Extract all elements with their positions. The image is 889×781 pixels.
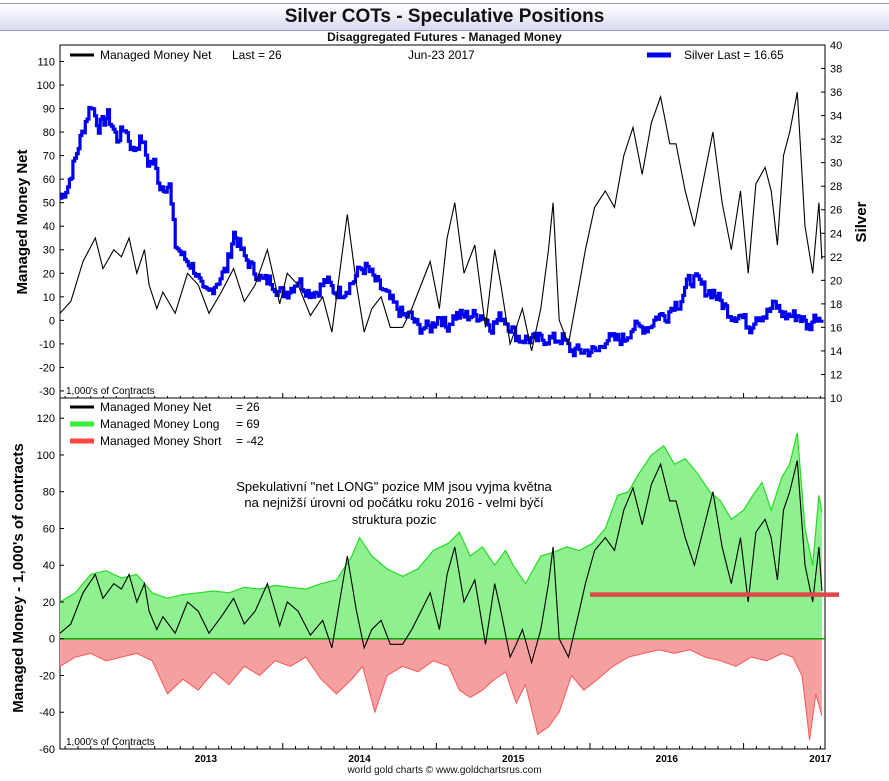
bottom-tick-label: 0: [49, 634, 55, 646]
top-left-tick-label: 0: [49, 315, 55, 327]
x-tick-label: 2014: [348, 754, 371, 765]
annotation-line-2: na nejnižší úrovni od počátku roku 2016 …: [244, 495, 544, 510]
long-line: [59, 432, 823, 603]
top-left-tick-label: -30: [39, 386, 55, 398]
x-tick-label: 2013: [195, 754, 218, 765]
top-ylabel-right: Silver: [853, 201, 870, 242]
annotation-line-1: Spekulativní "net LONG" pozice MM jsou v…: [236, 479, 552, 494]
top-right-tick-label: 16: [830, 322, 842, 334]
top-right-tick-label: 24: [830, 228, 842, 240]
top-right-tick-label: 20: [830, 275, 842, 287]
top-ylabel-left: Managed Money Net: [14, 149, 31, 294]
top-right-tick-label: 40: [830, 40, 842, 52]
top-left-tick-label: 40: [43, 221, 55, 233]
top-left-tick-label: 50: [43, 198, 55, 210]
top-unit-note: 1,000's of Contracts: [66, 386, 155, 397]
bottom-tick-label: -60: [39, 744, 55, 756]
top-left-tick-label: 30: [43, 245, 55, 257]
bottom-unit-note: 1,000's of Contracts: [66, 737, 155, 748]
bottom-ylabel: Managed Money - 1,000's of contracts: [10, 443, 27, 712]
annotation-line-3: struktura pozic: [352, 512, 437, 527]
bottom-tick-label: 100: [37, 450, 55, 462]
legend-long-value: = 69: [236, 417, 260, 431]
date-label: Jun-23 2017: [408, 48, 475, 62]
chart-subtitle: Disaggregated Futures - Managed Money: [327, 30, 562, 44]
top-left-tick-label: 60: [43, 174, 55, 186]
top-right-tick-label: 18: [830, 299, 842, 311]
top-left-tick-label: 70: [43, 151, 55, 163]
net-legend-last: Last = 26: [232, 48, 282, 62]
bottom-tick-label: 120: [37, 413, 55, 425]
top-right-tick-label: 22: [830, 252, 842, 264]
x-tick-label: 2017: [809, 754, 832, 765]
bottom-tick-label: 80: [43, 487, 55, 499]
net-legend-label: Managed Money Net: [100, 48, 212, 62]
short-line: [59, 649, 823, 740]
silver-price-line: [60, 105, 824, 358]
bottom-legend: Managed Money Net = 26 Managed Money Lon…: [70, 400, 264, 448]
top-right-tick-label: 28: [830, 181, 842, 193]
top-right-tick-label: 26: [830, 205, 842, 217]
bottom-tick-label: 60: [43, 523, 55, 535]
top-legend: Managed Money Net Last = 26 Jun-23 2017 …: [70, 48, 784, 62]
annotation-text: Spekulativní "net LONG" pozice MM jsou v…: [236, 479, 552, 527]
silver-legend-label: Silver Last = 16.65: [684, 48, 784, 62]
top-left-tick-label: 10: [43, 292, 55, 304]
top-left-tick-label: -20: [39, 362, 55, 374]
top-right-tick-label: 10: [830, 393, 842, 405]
footer-credit: world gold charts © www.goldchartsrus.co…: [347, 765, 542, 776]
legend-net-value: = 26: [236, 400, 260, 414]
legend-short-value: = -42: [236, 434, 264, 448]
x-tick-label: 2015: [502, 754, 525, 765]
top-left-tick-label: -10: [39, 339, 55, 351]
legend-net-label: Managed Money Net: [100, 400, 212, 414]
top-left-tick-label: 90: [43, 104, 55, 116]
top-left-tick-label: 20: [43, 268, 55, 280]
x-tick-label: 2016: [656, 754, 679, 765]
short-area: [60, 638, 822, 740]
top-right-tick-label: 34: [830, 111, 842, 123]
top-right-tick-label: 14: [830, 346, 842, 358]
long-area: [60, 432, 822, 639]
top-left-tick-label: 100: [37, 80, 55, 92]
legend-short-label: Managed Money Short: [100, 434, 222, 448]
top-right-tick-label: 32: [830, 134, 842, 146]
chart-title: Silver COTs - Speculative Positions: [0, 3, 889, 31]
top-left-tick-label: 110: [37, 56, 55, 68]
bottom-tick-label: 40: [43, 560, 55, 572]
top-right-tick-label: 36: [830, 87, 842, 99]
managed-money-net-line-bottom: [59, 460, 823, 665]
bottom-tick-label: -40: [39, 707, 55, 719]
bottom-tick-label: -20: [39, 670, 55, 682]
top-right-tick-label: 12: [830, 369, 842, 381]
bottom-tick-label: 20: [43, 597, 55, 609]
bottom-plot-area: [59, 432, 839, 740]
legend-long-label: Managed Money Long: [100, 417, 219, 431]
axes-layer: 1101009080706050403020100-10-20-30403836…: [37, 40, 843, 765]
top-right-tick-label: 38: [830, 64, 842, 76]
top-left-tick-label: 80: [43, 127, 55, 139]
top-plot-area: [59, 91, 824, 358]
top-right-tick-label: 30: [830, 158, 842, 170]
managed-money-net-line-top: [59, 91, 823, 352]
